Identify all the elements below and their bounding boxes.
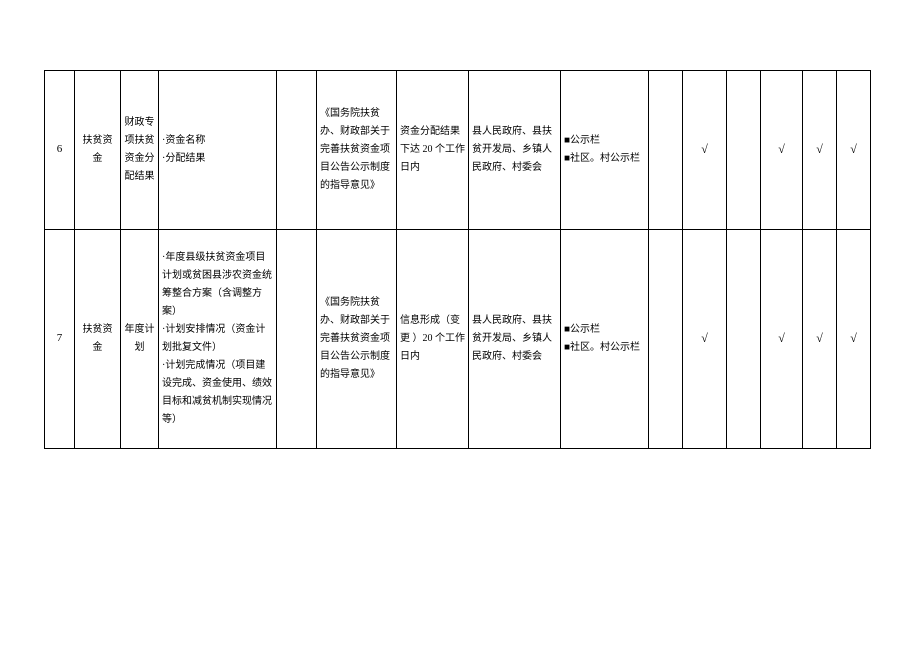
basis: 《国务院扶贫办、财政部关于完善扶贫资金项目公告公示制度的指导意见》	[317, 230, 397, 449]
check-4: √	[761, 71, 803, 230]
check-6: √	[837, 71, 871, 230]
check-3	[727, 230, 761, 449]
basis: 《国务院扶贫办、财政部关于完善扶贫资金项目公告公示制度的指导意见》	[317, 71, 397, 230]
check-2: √	[683, 71, 727, 230]
page: 6扶贫资金财政专项扶贫资金分配结果·资金名称·分配结果《国务院扶贫办、财政部关于…	[0, 0, 920, 651]
row-number: 6	[45, 71, 75, 230]
col5-blank	[277, 230, 317, 449]
department: 县人民政府、县扶贫开发局、乡镇人民政府、村委会	[469, 71, 561, 230]
department: 县人民政府、县扶贫开发局、乡镇人民政府、村委会	[469, 230, 561, 449]
check-2: √	[683, 230, 727, 449]
table-row: 7扶贫资金年度计划·年度县级扶贫资金项目计划或贫困县涉农资金统筹整合方案（含调整…	[45, 230, 871, 449]
content: ·年度县级扶贫资金项目计划或贫困县涉农资金统筹整合方案（含调整方案）·计划安排情…	[159, 230, 277, 449]
category: 扶贫资金	[75, 230, 121, 449]
check-1	[649, 71, 683, 230]
timing: 资金分配结果下达 20 个工作日内	[397, 71, 469, 230]
table-row: 6扶贫资金财政专项扶贫资金分配结果·资金名称·分配结果《国务院扶贫办、财政部关于…	[45, 71, 871, 230]
check-4: √	[761, 230, 803, 449]
content: ·资金名称·分配结果	[159, 71, 277, 230]
check-6: √	[837, 230, 871, 449]
check-5: √	[803, 71, 837, 230]
channel: ■公示栏■社区。村公示栏	[561, 230, 649, 449]
timing: 信息形成（变更 ）20 个工作日内	[397, 230, 469, 449]
subcategory: 年度计划	[121, 230, 159, 449]
col5-blank	[277, 71, 317, 230]
category: 扶贫资金	[75, 71, 121, 230]
check-5: √	[803, 230, 837, 449]
check-1	[649, 230, 683, 449]
data-table: 6扶贫资金财政专项扶贫资金分配结果·资金名称·分配结果《国务院扶贫办、财政部关于…	[44, 70, 871, 449]
row-number: 7	[45, 230, 75, 449]
check-3	[727, 71, 761, 230]
subcategory: 财政专项扶贫资金分配结果	[121, 71, 159, 230]
channel: ■公示栏■社区。村公示栏	[561, 71, 649, 230]
